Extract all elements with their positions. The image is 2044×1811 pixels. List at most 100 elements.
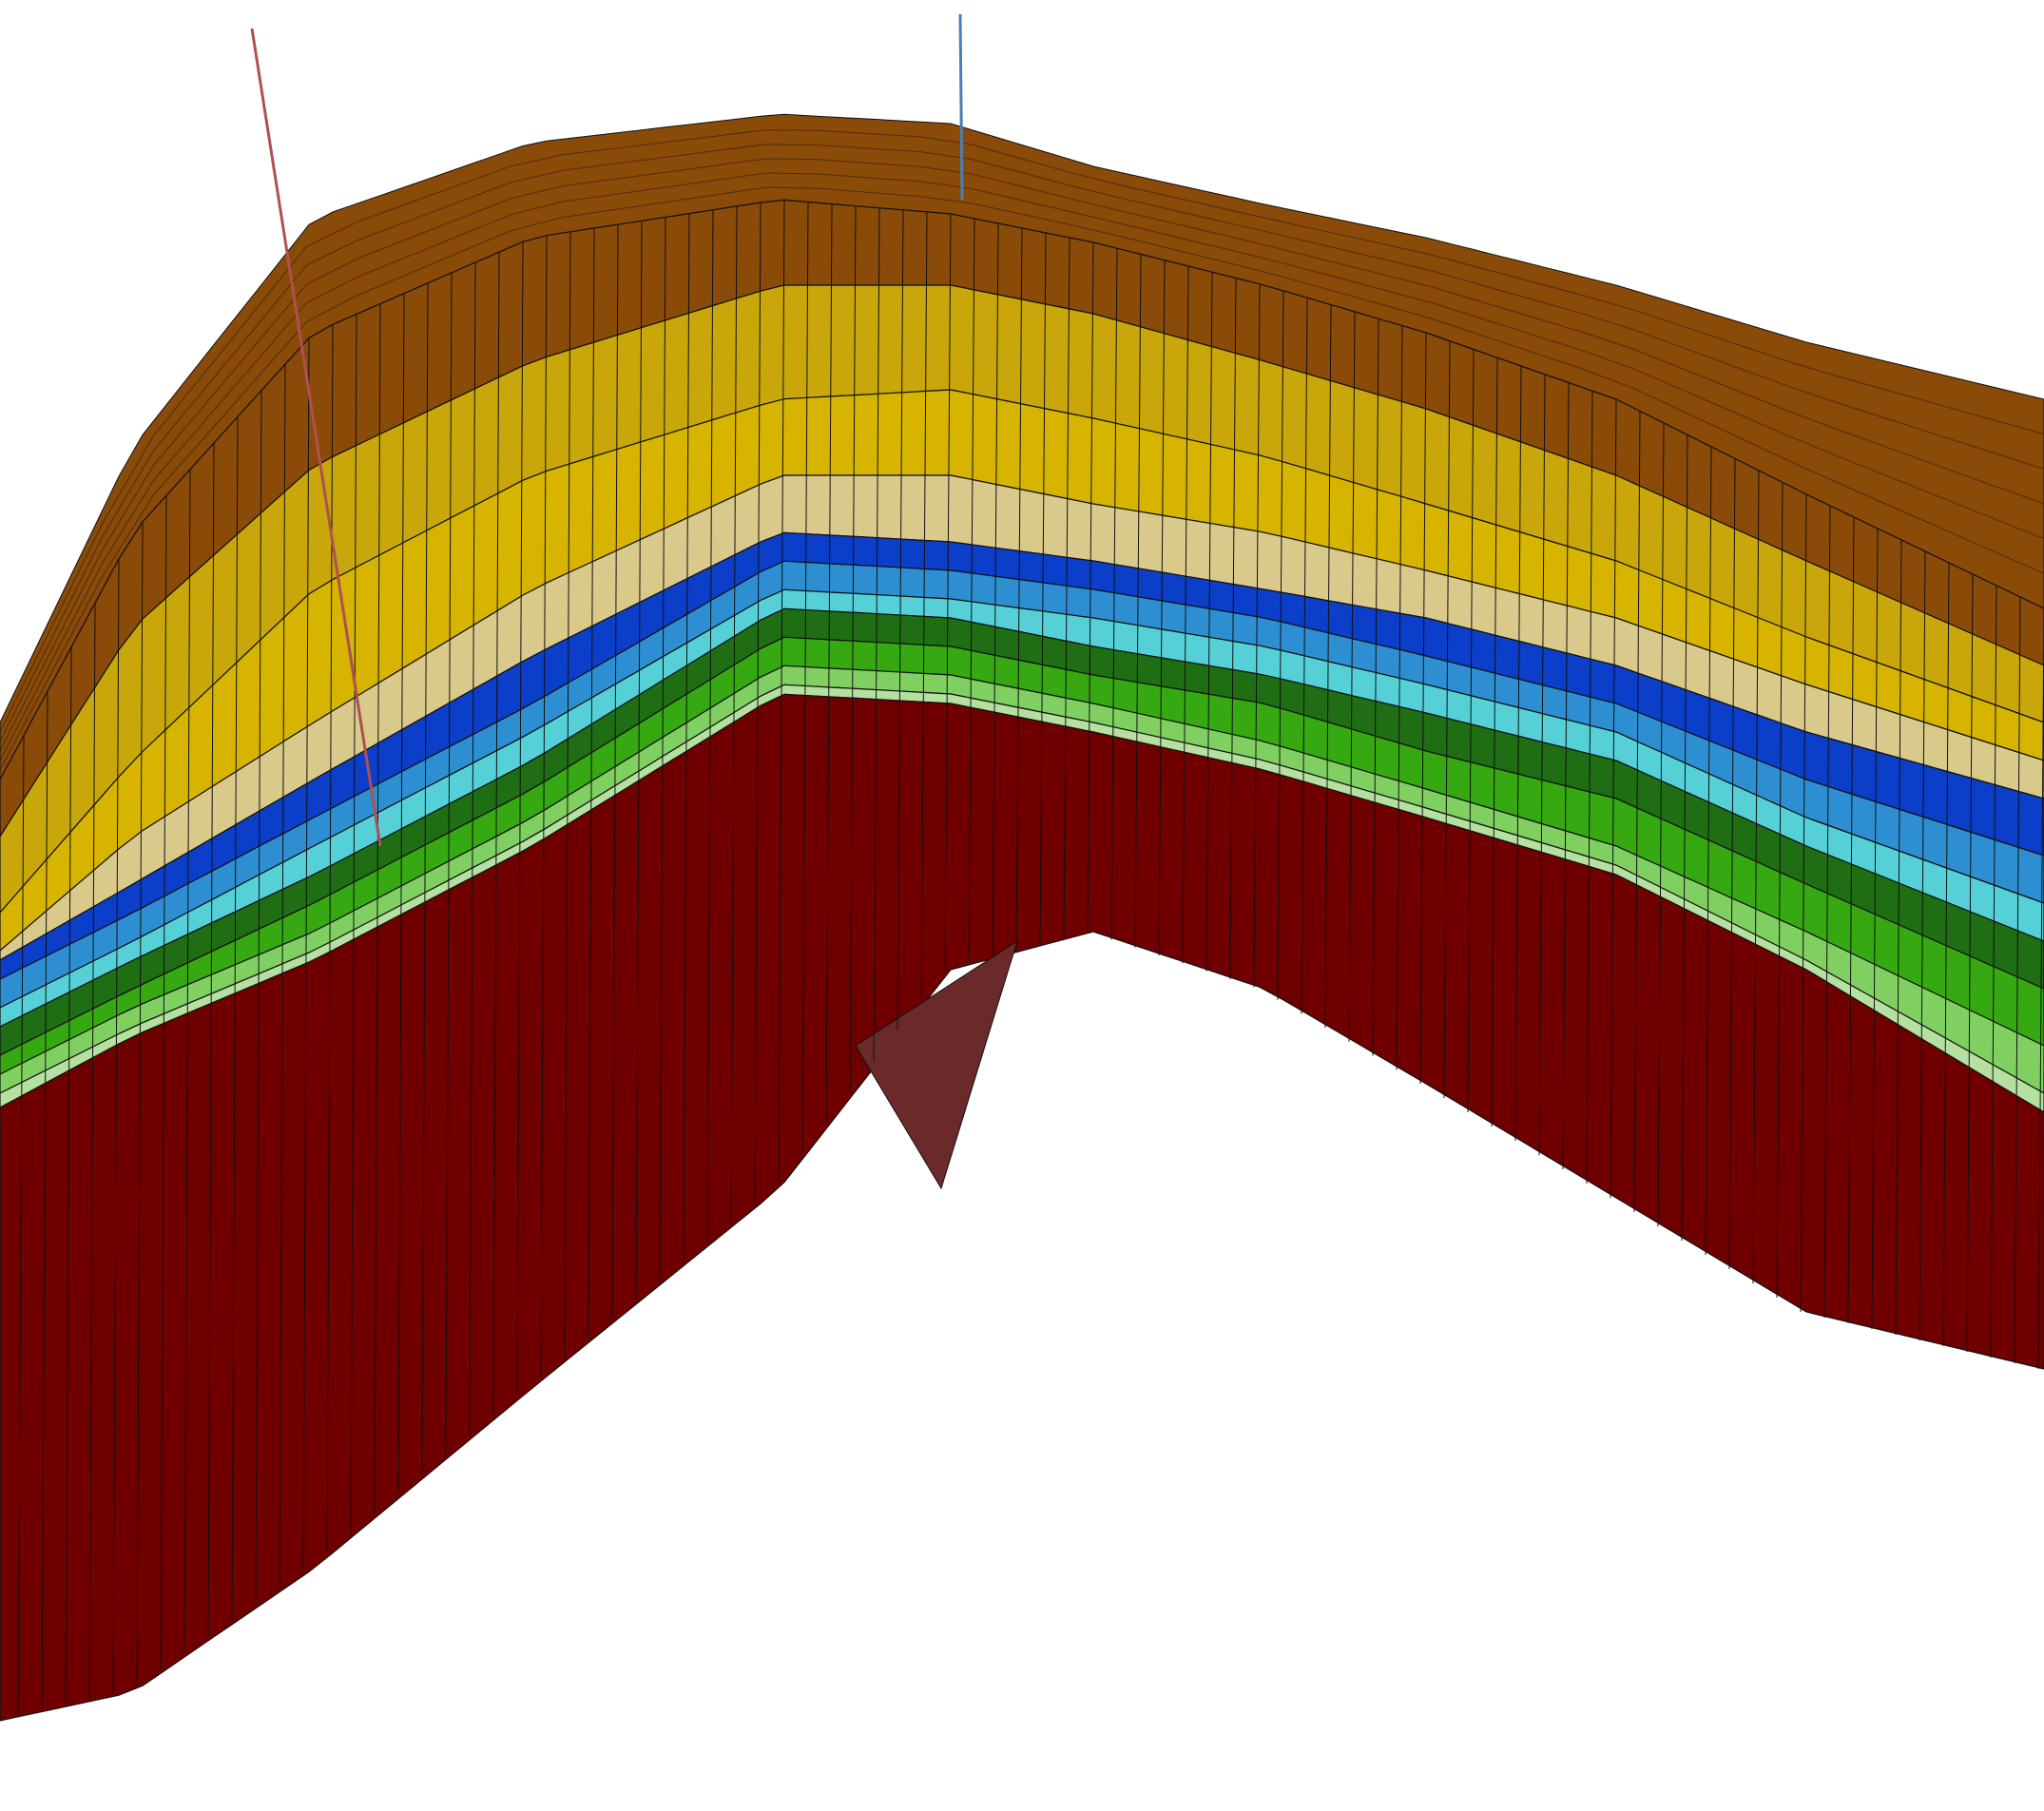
grid-column-line xyxy=(255,390,262,1605)
grid-column-line xyxy=(1776,482,1784,1299)
layer-basement xyxy=(0,693,2044,1722)
grid-column-line xyxy=(17,735,25,1716)
grid-column-line xyxy=(944,213,952,971)
grid-column-line xyxy=(207,443,215,1637)
grid-column-line xyxy=(1966,573,1974,1353)
grid-column-line xyxy=(1301,298,1308,1014)
grid-column-line xyxy=(1990,585,1997,1358)
basement-wall xyxy=(0,693,2044,1722)
grid-column-line xyxy=(374,303,381,1514)
grid-column-line xyxy=(564,231,571,1358)
grid-column-line xyxy=(1182,265,1189,964)
grid-columns xyxy=(0,200,2044,1716)
top-surface-gridline xyxy=(0,144,2044,742)
grid-column-line xyxy=(1063,237,1070,938)
grid-column-line xyxy=(1538,374,1546,1156)
grid-column-line xyxy=(1372,318,1379,1056)
grid-column-line xyxy=(968,218,975,964)
grid-column-line xyxy=(754,202,762,1204)
grid-column-line xyxy=(1039,232,1047,945)
grid-column-line xyxy=(1871,528,1879,1330)
grid-column-line xyxy=(112,558,120,1696)
grid-column-line xyxy=(1087,241,1094,933)
grid-column-line xyxy=(730,205,738,1223)
wells xyxy=(250,13,964,847)
stratigraphic-layers xyxy=(0,199,2044,1113)
grid-column-line xyxy=(1942,562,1950,1347)
grid-column-line xyxy=(683,213,690,1262)
grid-column-line xyxy=(635,221,643,1300)
grid-column-line xyxy=(1443,340,1451,1099)
grid-column-line xyxy=(469,262,476,1435)
top-surface-gridline xyxy=(0,158,2044,752)
grid-column-line xyxy=(1277,290,1284,1000)
grid-column-line xyxy=(778,200,785,1183)
grid-column-line xyxy=(1586,391,1593,1185)
grid-column-line xyxy=(1847,516,1855,1324)
grid-column-line xyxy=(706,209,714,1243)
top-surface-gridline xyxy=(0,129,2044,733)
grid-column-line xyxy=(1823,505,1831,1319)
grid-column-line xyxy=(279,364,286,1589)
grid-column-line xyxy=(825,203,833,1122)
grid-column-line xyxy=(1348,311,1356,1042)
grid-column-line xyxy=(1681,434,1688,1242)
grid-column-line xyxy=(1705,446,1712,1256)
grid-column-line xyxy=(65,646,72,1705)
grid-column-line xyxy=(920,211,928,1000)
grid-column-line xyxy=(1419,332,1427,1085)
top-surface-gridline xyxy=(0,172,2044,761)
grid-column-line xyxy=(1657,422,1665,1227)
grid-column-line xyxy=(2014,596,2021,1364)
grid-column-line xyxy=(801,202,809,1152)
grid-column-line xyxy=(1205,272,1213,972)
well-center xyxy=(958,13,964,201)
grid-column-line xyxy=(1514,365,1522,1142)
grid-column-line xyxy=(397,293,405,1494)
grid-column-line xyxy=(1752,470,1760,1284)
grid-column-line xyxy=(873,207,880,1061)
grid-column-line xyxy=(183,469,191,1653)
grid-column-line xyxy=(1396,325,1403,1070)
grid-column-line xyxy=(1895,539,1902,1336)
grid-column-line xyxy=(1800,493,1807,1313)
grid-column-line xyxy=(445,272,453,1455)
grid-column-line xyxy=(88,603,96,1701)
grid-column-line xyxy=(588,227,595,1339)
grid-column-line xyxy=(849,205,857,1091)
grid-column-line xyxy=(611,224,619,1320)
grid-column-line xyxy=(1491,357,1498,1127)
grid-column-line xyxy=(1467,349,1475,1113)
grid-column-line xyxy=(1324,304,1332,1029)
grid-column-line xyxy=(2037,607,2044,1370)
grid-column-line xyxy=(160,495,167,1670)
grid-column-line xyxy=(1134,254,1142,948)
grid-column-line xyxy=(302,337,310,1572)
grid-column-line xyxy=(1110,248,1118,940)
grid-column-line xyxy=(41,691,48,1711)
grid-column-line xyxy=(136,521,144,1686)
grid-column-line xyxy=(1633,411,1641,1213)
grid-column-line xyxy=(350,314,357,1533)
grid-column-line xyxy=(1015,227,1023,952)
grid-column-line xyxy=(1610,398,1617,1199)
grid-column-line xyxy=(492,252,500,1416)
grid-column-line xyxy=(897,209,904,1031)
grid-column-line xyxy=(1253,283,1261,988)
grid-column-line xyxy=(1158,260,1166,956)
well-left xyxy=(250,28,382,847)
grid-column-line xyxy=(540,235,548,1377)
grid-column-line xyxy=(1728,458,1736,1270)
grid-column-line xyxy=(516,241,524,1397)
grid-column-line xyxy=(421,282,429,1474)
grid-column-line xyxy=(1229,278,1237,980)
grid-column-line xyxy=(992,222,999,957)
fault-face xyxy=(855,939,1018,1190)
top-surface-gridline xyxy=(0,186,2044,771)
grid-column-line xyxy=(1562,382,1570,1170)
grid-column-line xyxy=(1919,550,1926,1341)
fault-face-triangle xyxy=(855,939,1018,1190)
grid-column-line xyxy=(659,217,666,1281)
